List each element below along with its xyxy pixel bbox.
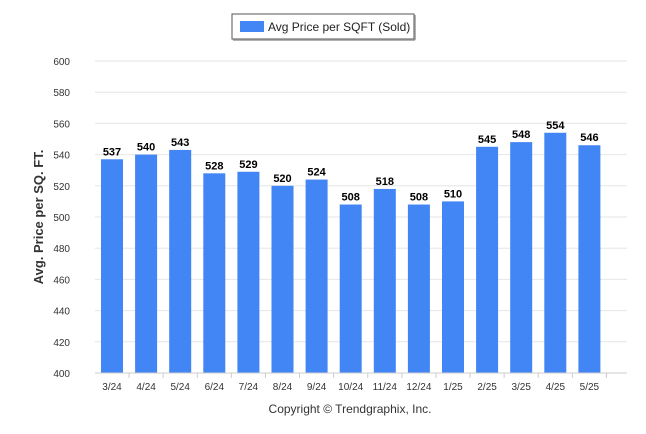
bar	[169, 149, 192, 373]
bar	[135, 154, 158, 373]
bar	[339, 204, 362, 373]
x-tick-label: 3/25	[511, 382, 531, 393]
copyright-text: Copyright © Trendgraphix, Inc.	[269, 402, 432, 416]
bars	[101, 132, 601, 373]
x-tick-label: 4/25	[546, 382, 566, 393]
legend-swatch	[240, 21, 264, 32]
y-tick-label: 460	[53, 275, 70, 286]
bar-value-label: 548	[512, 129, 530, 141]
y-tick-label: 560	[53, 119, 70, 130]
bar-value-label: 510	[444, 188, 462, 200]
bar-value-label: 554	[546, 120, 565, 132]
bar	[476, 146, 499, 373]
bar	[101, 159, 123, 373]
y-tick-label: 500	[53, 213, 70, 224]
bar	[544, 132, 567, 373]
bar	[373, 188, 396, 373]
bar-value-label: 524	[307, 167, 326, 179]
bar	[271, 185, 294, 373]
x-tick-label: 12/24	[406, 382, 431, 393]
y-tick-label: 580	[53, 88, 70, 99]
x-tick-label: 10/24	[338, 382, 363, 393]
x-tick-label: 4/24	[136, 382, 156, 393]
bar-value-label: 529	[239, 159, 257, 171]
x-tick-label: 1/25	[443, 382, 463, 393]
x-tick-label: 2/25	[477, 382, 497, 393]
y-axis-title: Avg. Price per SQ. FT.	[31, 150, 46, 285]
y-tick-label: 540	[53, 151, 70, 162]
x-tick-label: 6/24	[205, 382, 225, 393]
x-axis-ticks: 3/24 4/24 5/24 6/24 7/24 8/24 9/24 10/24 11/24 12…	[102, 373, 607, 393]
x-tick-label: 7/24	[239, 382, 259, 393]
x-tick-label: 11/24	[373, 382, 398, 393]
y-tick-label: 440	[53, 307, 70, 318]
value-labels: 537 540 543 528 529 520 524 508 518 508 510 545 548 5…	[103, 120, 599, 204]
bar-value-label: 546	[580, 132, 598, 144]
y-axis-ticks: 400 420 440 460 480 500 520 540 560 580 600	[53, 57, 70, 380]
bar-value-label: 543	[171, 137, 189, 149]
bar-value-label: 508	[342, 192, 360, 204]
y-tick-label: 420	[53, 338, 70, 349]
x-tick-label: 5/25	[580, 382, 600, 393]
legend: Avg Price per SQFT (Sold)	[231, 13, 416, 41]
bar	[442, 201, 464, 373]
legend-label: Avg Price per SQFT (Sold)	[268, 20, 410, 34]
bar-value-label: 540	[137, 142, 155, 154]
x-tick-label: 9/24	[307, 382, 327, 393]
x-tick-label: 5/24	[170, 382, 190, 393]
y-tick-label: 600	[53, 57, 70, 68]
x-tick-label: 8/24	[273, 382, 293, 393]
bar-value-label: 520	[273, 173, 291, 185]
y-tick-label: 480	[53, 244, 70, 255]
bar	[510, 142, 533, 373]
bar-value-label: 545	[478, 134, 496, 146]
bar-value-label: 518	[376, 176, 394, 188]
x-tick-label: 3/24	[102, 382, 122, 393]
bar	[305, 179, 328, 373]
y-tick-label: 520	[53, 182, 70, 193]
bar	[407, 204, 430, 373]
bar	[203, 173, 226, 373]
bar	[578, 145, 601, 373]
bar-value-label: 508	[410, 192, 428, 204]
bar-value-label: 537	[103, 146, 121, 158]
y-tick-label: 400	[53, 369, 70, 380]
bar-value-label: 528	[205, 160, 223, 172]
bar	[237, 171, 260, 373]
